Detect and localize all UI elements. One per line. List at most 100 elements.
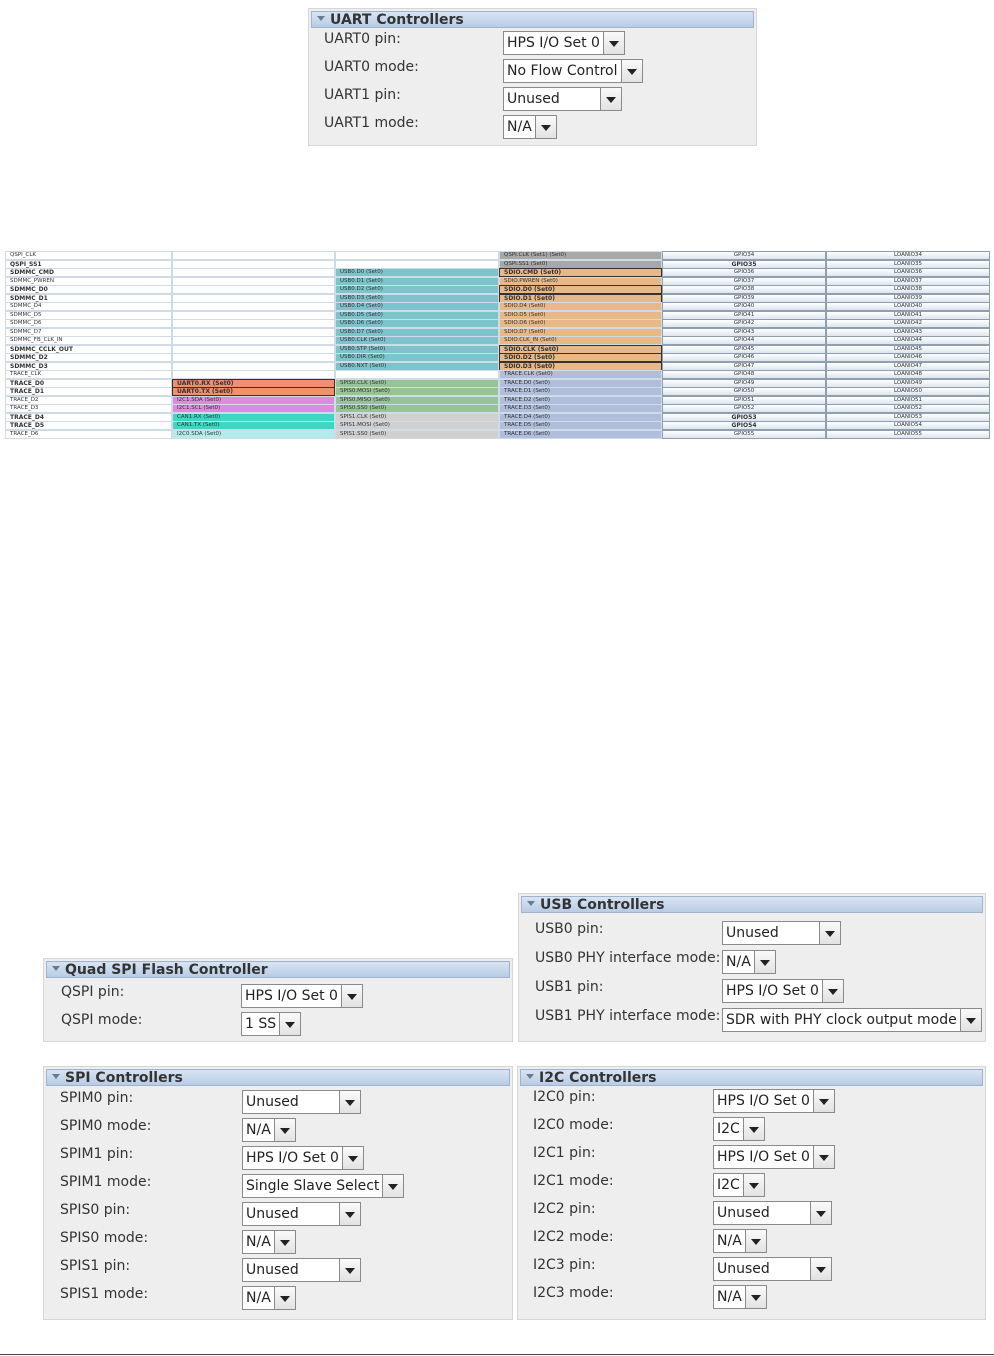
dropdown-button[interactable]	[273, 1287, 295, 1309]
dropdown-value: Unused	[717, 1205, 770, 1221]
pin-table: QSPI_CLK QSPI.CLK (Set1) (Set0) GPIO34 LOAN…	[0, 0, 994, 439]
field-label: QSPI pin:	[61, 984, 125, 1000]
dropdown[interactable]: N/A	[713, 1285, 767, 1309]
field-label: SPIM0 mode:	[60, 1118, 152, 1134]
field-label: SPIS1 pin:	[60, 1258, 131, 1274]
field-label: UART0 pin:	[324, 31, 401, 47]
table-cell: I2C0.SDA (Set0)	[172, 429, 335, 439]
panel-header[interactable]: SPI Controllers	[46, 1069, 510, 1086]
panel-title: UART Controllers	[330, 12, 464, 28]
usb-panel: USB Controllers USB0 pin: Unused USB0 PHY i…	[518, 893, 986, 1042]
panel-header[interactable]: Quad SPI Flash Controller	[46, 961, 510, 978]
dropdown-button[interactable]	[812, 1090, 834, 1112]
dropdown[interactable]: I2C	[713, 1173, 765, 1197]
table-cell: TRACE.D6 (Set0)	[499, 429, 662, 439]
dropdown[interactable]: Unused	[242, 1090, 361, 1114]
dropdown[interactable]: 1 SS	[241, 1012, 302, 1036]
dropdown-button[interactable]	[753, 951, 775, 973]
dropdown[interactable]: HPS I/O Set 0	[503, 31, 625, 55]
dropdown[interactable]: HPS I/O Set 0	[722, 979, 844, 1003]
dropdown[interactable]: Unused	[503, 87, 622, 111]
dropdown-button[interactable]	[341, 1147, 363, 1169]
field-label: SPIM1 pin:	[60, 1146, 134, 1162]
dropdown-button[interactable]	[534, 116, 556, 138]
field-label: SPIS0 mode:	[60, 1230, 149, 1246]
dropdown-value: N/A	[246, 1290, 271, 1306]
dropdown-button[interactable]	[819, 922, 840, 944]
dropdown-button[interactable]	[744, 1286, 766, 1308]
dropdown-button[interactable]	[959, 1009, 981, 1031]
dropdown-value: SDR with PHY clock output mode	[726, 1012, 957, 1028]
dropdown[interactable]: SDR with PHY clock output mode	[722, 1008, 982, 1032]
dropdown-value: I2C	[717, 1121, 740, 1137]
dropdown[interactable]: HPS I/O Set 0	[241, 984, 363, 1008]
dropdown[interactable]: Unused	[722, 921, 841, 945]
dropdown[interactable]: Single Slave Select	[242, 1174, 405, 1198]
dropdown[interactable]: Unused	[713, 1201, 832, 1225]
panel-header[interactable]: I2C Controllers	[520, 1069, 983, 1086]
field-label: I2C0 mode:	[533, 1117, 614, 1133]
dropdown[interactable]: HPS I/O Set 0	[713, 1089, 835, 1113]
dropdown-value: N/A	[507, 119, 532, 135]
collapse-icon	[527, 901, 535, 906]
dropdown-button[interactable]	[812, 1146, 834, 1168]
dropdown[interactable]: HPS I/O Set 0	[713, 1145, 835, 1169]
qspi-panel: Quad SPI Flash Controller QSPI pin: HPS I/…	[43, 958, 513, 1042]
table-cell: TRACE_D6	[5, 429, 172, 439]
dropdown[interactable]: I2C	[713, 1117, 765, 1141]
dropdown-button[interactable]	[273, 1119, 295, 1141]
dropdown-button[interactable]	[340, 985, 362, 1007]
dropdown-button[interactable]	[273, 1231, 295, 1253]
bottom-rule	[0, 1354, 994, 1355]
dropdown-button[interactable]	[742, 1118, 764, 1140]
collapse-icon	[52, 966, 60, 971]
field-label: I2C3 pin:	[533, 1257, 596, 1273]
field-label: SPIM1 mode:	[60, 1174, 152, 1190]
panel-title: I2C Controllers	[539, 1070, 657, 1086]
dropdown-value: HPS I/O Set 0	[717, 1093, 810, 1109]
dropdown-button[interactable]	[810, 1202, 831, 1224]
dropdown-value: Unused	[246, 1094, 299, 1110]
dropdown-button[interactable]	[742, 1174, 764, 1196]
dropdown[interactable]: HPS I/O Set 0	[242, 1146, 364, 1170]
dropdown[interactable]: N/A	[713, 1229, 767, 1253]
field-label: I2C1 mode:	[533, 1173, 614, 1189]
dropdown-button[interactable]	[821, 980, 843, 1002]
dropdown[interactable]: No Flow Control	[503, 59, 643, 83]
field-label: I2C2 mode:	[533, 1229, 614, 1245]
table-cell: GPIO55	[662, 429, 826, 439]
uart-panel: UART Controllers UART0 pin: HPS I/O Set 0 U…	[308, 8, 757, 146]
dropdown-button[interactable]	[600, 88, 621, 110]
panel-header[interactable]: UART Controllers	[311, 11, 754, 28]
dropdown[interactable]: Unused	[242, 1258, 361, 1282]
dropdown[interactable]: N/A	[242, 1286, 296, 1310]
collapse-icon	[317, 16, 325, 21]
dropdown[interactable]: N/A	[722, 950, 776, 974]
field-label: USB1 PHY interface mode:	[535, 1008, 721, 1024]
field-label: I2C2 pin:	[533, 1201, 596, 1217]
panel-title: Quad SPI Flash Controller	[65, 962, 268, 978]
dropdown-button[interactable]	[339, 1091, 360, 1113]
dropdown[interactable]: N/A	[242, 1118, 296, 1142]
dropdown-button[interactable]	[810, 1258, 831, 1280]
dropdown[interactable]: Unused	[713, 1257, 832, 1281]
dropdown-value: I2C	[717, 1177, 740, 1193]
dropdown-button[interactable]	[279, 1013, 301, 1035]
i2c-panel: I2C Controllers I2C0 pin: HPS I/O Set 0 I2C…	[517, 1066, 986, 1320]
dropdown-button[interactable]	[620, 60, 642, 82]
dropdown-button[interactable]	[744, 1230, 766, 1252]
dropdown-button[interactable]	[339, 1203, 360, 1225]
dropdown-button[interactable]	[339, 1259, 360, 1281]
field-label: QSPI mode:	[61, 1012, 143, 1028]
dropdown-value: HPS I/O Set 0	[717, 1149, 810, 1165]
dropdown-button[interactable]	[382, 1175, 404, 1197]
dropdown-value: N/A	[246, 1234, 271, 1250]
dropdown[interactable]: N/A	[503, 115, 557, 139]
dropdown[interactable]: N/A	[242, 1230, 296, 1254]
dropdown-value: Unused	[507, 91, 560, 107]
panel-header[interactable]: USB Controllers	[521, 896, 983, 913]
dropdown[interactable]: Unused	[242, 1202, 361, 1226]
dropdown-button[interactable]	[602, 32, 624, 54]
dropdown-value: HPS I/O Set 0	[246, 1150, 339, 1166]
